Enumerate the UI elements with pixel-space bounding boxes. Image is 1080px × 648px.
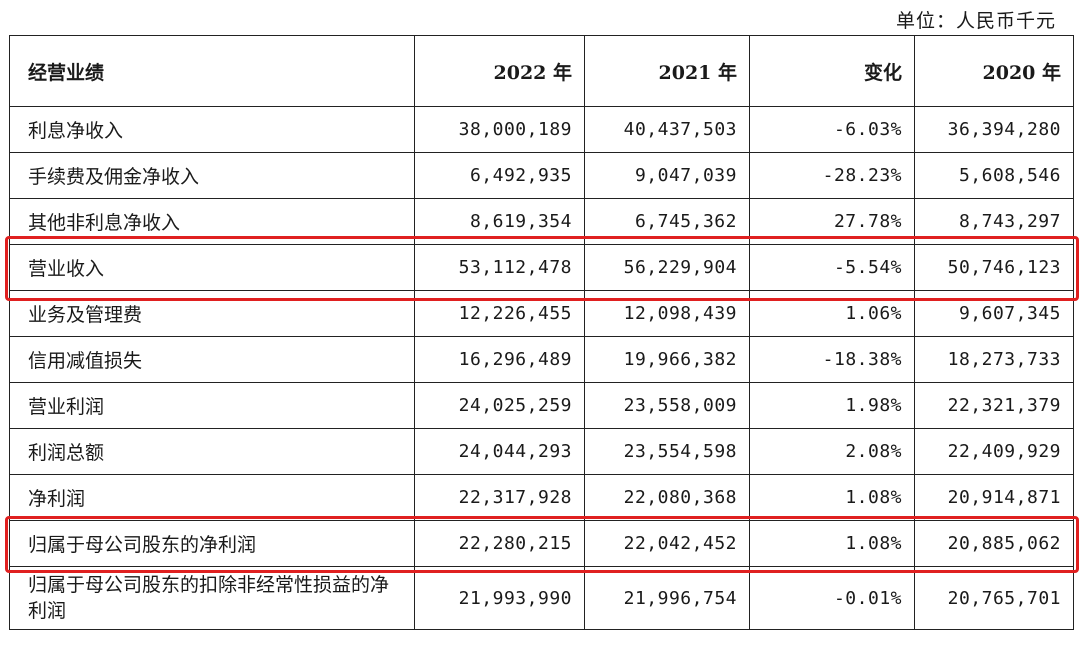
header-2022: 2022 年 [414, 35, 585, 107]
cell-2022: 22,280,215 [414, 520, 585, 567]
cell-2021: 23,558,009 [584, 382, 750, 429]
cell-2020: 20,765,701 [914, 566, 1074, 630]
cell-2022: 53,112,478 [414, 244, 585, 291]
row-label: 营业利润 [9, 382, 415, 429]
cell-2021: 9,047,039 [584, 152, 750, 199]
cell-2021: 40,437,503 [584, 106, 750, 153]
row-label: 业务及管理费 [9, 290, 415, 337]
cell-change: -28.23% [749, 152, 915, 199]
cell-2022: 38,000,189 [414, 106, 585, 153]
header-2021: 2021 年 [584, 35, 750, 107]
table-row: 利息净收入 38,000,189 40,437,503 -6.03% 36,39… [9, 106, 1074, 153]
table-row: 利润总额 24,044,293 23,554,598 2.08% 22,409,… [9, 428, 1074, 475]
cell-2020: 18,273,733 [914, 336, 1074, 383]
cell-2020: 8,743,297 [914, 198, 1074, 245]
cell-change: -6.03% [749, 106, 915, 153]
table-row: 营业收入 53,112,478 56,229,904 -5.54% 50,746… [9, 244, 1074, 291]
cell-2020: 22,409,929 [914, 428, 1074, 475]
row-label: 信用减值损失 [9, 336, 415, 383]
cell-2021: 19,966,382 [584, 336, 750, 383]
cell-change: -5.54% [749, 244, 915, 291]
cell-2022: 12,226,455 [414, 290, 585, 337]
header-change: 变化 [749, 35, 915, 107]
row-label: 归属于母公司股东的扣除非经常性损益的净利润 [9, 566, 415, 630]
cell-change: 1.08% [749, 520, 915, 567]
cell-2021: 22,080,368 [584, 474, 750, 521]
cell-change: -0.01% [749, 566, 915, 630]
cell-2022: 24,044,293 [414, 428, 585, 475]
cell-2021: 21,996,754 [584, 566, 750, 630]
cell-2022: 22,317,928 [414, 474, 585, 521]
cell-2021: 56,229,904 [584, 244, 750, 291]
unit-label: 单位：人民币千元 [895, 10, 1056, 32]
cell-2020: 50,746,123 [914, 244, 1074, 291]
table-row: 净利润 22,317,928 22,080,368 1.08% 20,914,8… [9, 474, 1074, 521]
cell-2021: 12,098,439 [584, 290, 750, 337]
cell-change: 1.98% [749, 382, 915, 429]
cell-2022: 24,025,259 [414, 382, 585, 429]
cell-2020: 5,608,546 [914, 152, 1074, 199]
table-row: 业务及管理费 12,226,455 12,098,439 1.06% 9,607… [9, 290, 1074, 337]
cell-2022: 8,619,354 [414, 198, 585, 245]
cell-2022: 6,492,935 [414, 152, 585, 199]
cell-change: -18.38% [749, 336, 915, 383]
cell-2022: 21,993,990 [414, 566, 585, 630]
cell-2020: 36,394,280 [914, 106, 1074, 153]
row-label: 利息净收入 [9, 106, 415, 153]
cell-2021: 23,554,598 [584, 428, 750, 475]
header-2020: 2020 年 [914, 35, 1074, 107]
header-metric: 经营业绩 [9, 35, 415, 107]
cell-2022: 16,296,489 [414, 336, 585, 383]
row-label: 利润总额 [9, 428, 415, 475]
performance-table: 经营业绩 2022 年 2021 年 变化 2020 年 利息净收入 38,00… [9, 35, 1074, 630]
table-row: 营业利润 24,025,259 23,558,009 1.98% 22,321,… [9, 382, 1074, 429]
cell-change: 27.78% [749, 198, 915, 245]
table-header-row: 经营业绩 2022 年 2021 年 变化 2020 年 [9, 35, 1074, 107]
cell-2020: 20,885,062 [914, 520, 1074, 567]
table-row: 归属于母公司股东的净利润 22,280,215 22,042,452 1.08%… [9, 520, 1074, 567]
cell-change: 1.08% [749, 474, 915, 521]
table-row: 信用减值损失 16,296,489 19,966,382 -18.38% 18,… [9, 336, 1074, 383]
row-label: 其他非利息净收入 [9, 198, 415, 245]
cell-2020: 9,607,345 [914, 290, 1074, 337]
cell-2020: 22,321,379 [914, 382, 1074, 429]
cell-change: 2.08% [749, 428, 915, 475]
cell-2020: 20,914,871 [914, 474, 1074, 521]
row-label: 净利润 [9, 474, 415, 521]
table-row: 归属于母公司股东的扣除非经常性损益的净利润 21,993,990 21,996,… [9, 566, 1074, 630]
row-label: 手续费及佣金净收入 [9, 152, 415, 199]
cell-2021: 6,745,362 [584, 198, 750, 245]
cell-change: 1.06% [749, 290, 915, 337]
row-label: 归属于母公司股东的净利润 [9, 520, 415, 567]
table-row: 其他非利息净收入 8,619,354 6,745,362 27.78% 8,74… [9, 198, 1074, 245]
table-row: 手续费及佣金净收入 6,492,935 9,047,039 -28.23% 5,… [9, 152, 1074, 199]
cell-2021: 22,042,452 [584, 520, 750, 567]
row-label: 营业收入 [9, 244, 415, 291]
